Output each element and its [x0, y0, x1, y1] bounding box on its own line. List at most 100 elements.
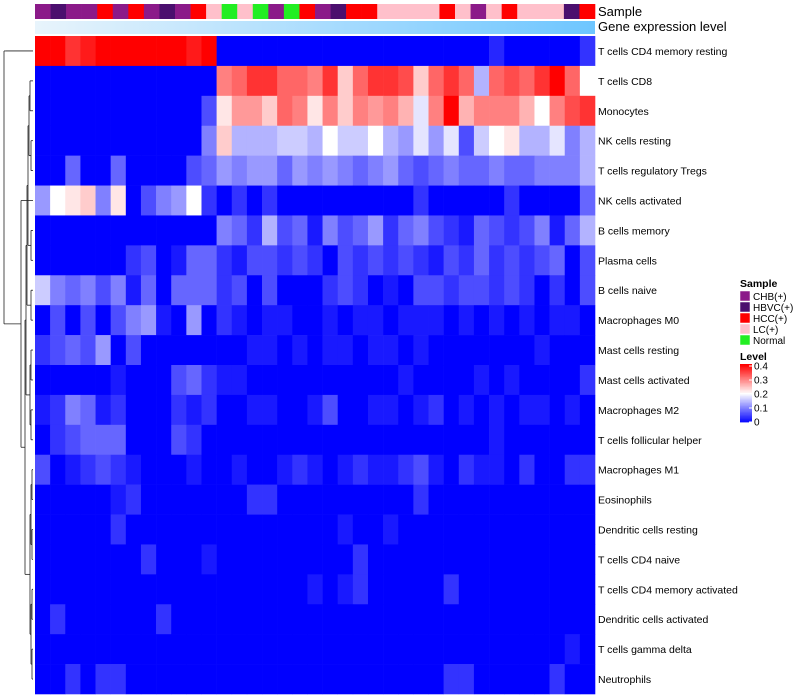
heatmap-cell: [171, 155, 187, 186]
heatmap-cell: [564, 65, 581, 97]
heatmap-cell: [367, 125, 384, 156]
heatmap-cell: [65, 215, 81, 246]
heatmap-cell: [534, 365, 550, 396]
legend-gradient-step: [740, 398, 752, 401]
heatmap-cell: [428, 454, 444, 485]
heatmap-cell: [367, 155, 384, 186]
heatmap-cell: [352, 215, 369, 246]
heatmap-cell: [473, 335, 490, 366]
heatmap-cell: [35, 424, 51, 456]
heatmap-cell: [246, 424, 263, 456]
heatmap-cell: [579, 95, 596, 127]
heatmap-cell: [352, 125, 369, 156]
row-dendrogram: [3, 50, 33, 680]
heatmap-cell: [489, 36, 505, 67]
sample-annotation-cell: [532, 4, 549, 19]
heatmap-cell: [307, 424, 323, 456]
heatmap-cell: [246, 36, 263, 67]
heatmap-cell: [428, 574, 444, 605]
heatmap-cell: [322, 185, 339, 216]
legend-gradient-step: [740, 394, 752, 397]
heatmap-cell: [307, 604, 323, 635]
heatmap-cell: [534, 394, 550, 426]
heatmap-cell: [504, 245, 520, 276]
heatmap-cell: [201, 634, 217, 665]
legend-gradient-step: [740, 375, 752, 378]
heatmap-cell: [262, 664, 278, 695]
heatmap-cell: [443, 514, 460, 545]
heatmap-cell: [231, 275, 248, 306]
heatmap-cell: [35, 604, 51, 635]
heatmap-cell: [216, 544, 233, 575]
legend-gradient-step: [740, 365, 752, 368]
heatmap-cell: [186, 185, 202, 216]
row-label: T cells CD4 naive: [598, 554, 680, 566]
heatmap-cell: [428, 125, 444, 156]
heatmap-cell: [95, 365, 111, 396]
sample-annotation-cell: [579, 4, 596, 19]
heatmap-cell: [458, 245, 475, 276]
heatmap-cell: [352, 604, 369, 635]
heatmap-cell: [292, 275, 308, 306]
heatmap-cell: [534, 604, 550, 635]
heatmap-cell: [458, 215, 475, 246]
heatmap-cell: [125, 634, 142, 665]
heatmap-cell: [292, 574, 308, 605]
heatmap-cell: [110, 634, 127, 665]
heatmap-cell: [564, 36, 581, 67]
heatmap-cell: [534, 305, 550, 336]
heatmap-cell: [216, 365, 233, 396]
heatmap-cell: [125, 365, 142, 396]
heatmap-cell: [80, 36, 96, 67]
track-label-gene-expression: Gene expression level: [598, 19, 727, 34]
heatmap-cell: [110, 335, 127, 366]
heatmap-cell: [186, 424, 202, 456]
heatmap-cell: [156, 394, 172, 426]
heatmap-cell: [125, 155, 142, 186]
heatmap-cell: [337, 185, 354, 216]
heatmap-cell: [579, 215, 596, 246]
sample-annotation-cell: [486, 4, 502, 19]
heatmap-cell: [473, 664, 490, 695]
heatmap-cell: [337, 544, 354, 575]
heatmap-cell: [171, 604, 187, 635]
heatmap-cell: [277, 245, 293, 276]
heatmap-cell: [352, 36, 369, 67]
legend-label: HBVC(+): [753, 303, 793, 314]
heatmap-cell: [473, 125, 490, 156]
heatmap-cell: [383, 155, 399, 186]
heatmap-cell: [352, 394, 369, 426]
legend-gradient-step: [740, 382, 752, 385]
heatmap-cell: [549, 65, 566, 97]
row-label: Macrophages M2: [598, 405, 679, 417]
heatmap-cell: [458, 544, 475, 575]
heatmap-cell: [262, 394, 278, 426]
heatmap-cell: [473, 95, 490, 127]
heatmap-cell: [156, 424, 172, 456]
heatmap-cell: [337, 95, 354, 127]
heatmap-cell: [50, 574, 66, 605]
heatmap-cell: [489, 335, 505, 366]
heatmap-cell: [171, 185, 187, 216]
heatmap-cell: [458, 484, 475, 515]
row-label: Mast cells resting: [598, 345, 679, 357]
heatmap-cell: [413, 394, 429, 426]
heatmap-cell: [579, 305, 596, 336]
heatmap-cell: [292, 185, 308, 216]
heatmap-cell: [307, 634, 323, 665]
heatmap-cell: [519, 215, 535, 246]
heatmap-cell: [186, 305, 202, 336]
heatmap-cell: [231, 65, 248, 97]
heatmap-cell: [458, 424, 475, 456]
heatmap-cell: [352, 424, 369, 456]
sample-annotation-cell: [517, 4, 534, 19]
heatmap-cell: [246, 574, 263, 605]
heatmap-cell: [383, 95, 399, 127]
heatmap-cell: [398, 305, 414, 336]
heatmap-cell: [125, 664, 142, 695]
heatmap-cell: [367, 95, 384, 127]
heatmap-cell: [95, 394, 111, 426]
heatmap-cell: [95, 185, 111, 216]
heatmap-cell: [277, 125, 293, 156]
heatmap-cell: [50, 335, 66, 366]
